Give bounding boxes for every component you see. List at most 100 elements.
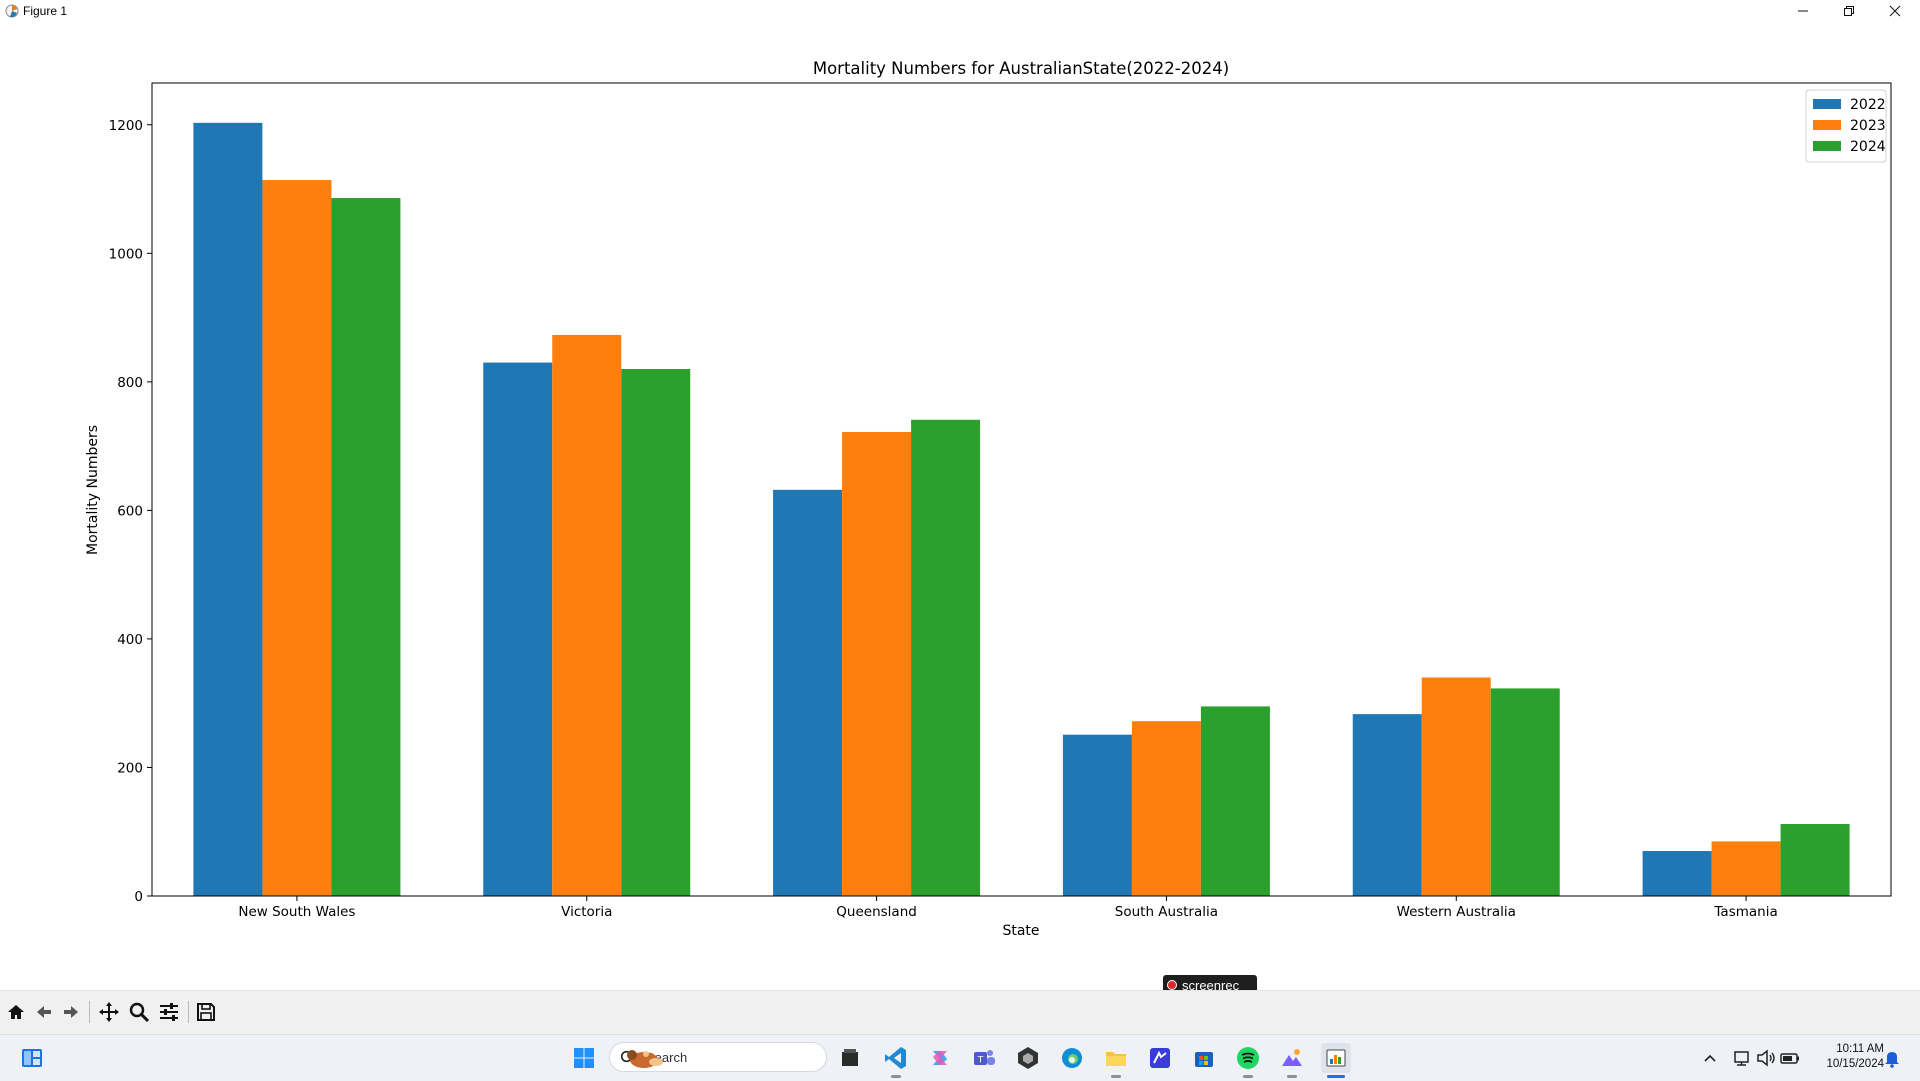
window-titlebar: Figure 1 — [0, 0, 1920, 23]
battery-button[interactable] — [1775, 1043, 1805, 1073]
taskbar-edge[interactable] — [1057, 1043, 1087, 1073]
chevron-up-icon — [1704, 1054, 1716, 1062]
taskbar-copilot[interactable] — [925, 1043, 955, 1073]
windows-start-icon — [574, 1048, 594, 1068]
taskbar-unity[interactable] — [1013, 1043, 1043, 1073]
legend-label-2023: 2023 — [1850, 118, 1886, 134]
y-tick-label: 1200 — [109, 118, 143, 134]
close-icon — [1889, 5, 1901, 17]
bar-2023-new-south-wales — [262, 180, 332, 897]
figure-canvas[interactable]: Mortality Numbers for AustralianState(20… — [0, 22, 1920, 995]
show-hidden-icons-button[interactable] — [1695, 1043, 1725, 1073]
x-tick-label: Queensland — [836, 904, 917, 920]
bar-2023-south-australia — [1131, 721, 1201, 896]
x-tick-label: New South Wales — [238, 904, 355, 920]
home-icon — [8, 1005, 24, 1019]
volume-button[interactable] — [1751, 1043, 1781, 1073]
bar-2024-victoria — [621, 368, 691, 896]
save-button[interactable] — [193, 999, 219, 1025]
legend-swatch-2023 — [1813, 120, 1841, 130]
legend: 2022 2023 2024 — [1805, 89, 1887, 163]
photos-running-indicator — [1287, 1075, 1297, 1078]
toolbar-separator — [89, 1001, 90, 1023]
matplotlib-toolbar — [0, 990, 1920, 1035]
bar-2024-new-south-wales — [331, 198, 401, 896]
forward-button[interactable] — [58, 999, 84, 1025]
taskbar-spotify[interactable] — [1233, 1043, 1263, 1073]
bar-2023-queensland — [842, 431, 912, 896]
bar-2024-south-australia — [1200, 706, 1270, 896]
notifications-button[interactable] — [1877, 1043, 1907, 1073]
bar-2022-western-australia — [1352, 714, 1422, 896]
pan-button[interactable] — [96, 999, 122, 1025]
start-button[interactable] — [569, 1043, 599, 1073]
svg-text:T: T — [977, 1056, 984, 1066]
bar-2022-victoria — [483, 362, 553, 896]
search-highlight-icon — [627, 1050, 663, 1068]
back-icon — [37, 1006, 51, 1018]
configure-subplots-icon — [160, 1003, 178, 1021]
forward-icon — [64, 1006, 78, 1018]
taskbar-visual-studio[interactable] — [1145, 1043, 1175, 1073]
y-tick-label: 400 — [117, 632, 143, 648]
bar-2022-tasmania — [1642, 851, 1712, 896]
widgets-button[interactable] — [17, 1043, 47, 1073]
home-button[interactable] — [3, 999, 29, 1025]
recorder-label: screenrec — [1182, 977, 1240, 993]
taskbar: Search T — [0, 1034, 1920, 1081]
bell-icon — [1885, 1052, 1899, 1068]
taskbar-file-explorer[interactable] — [835, 1043, 865, 1073]
bar-2024-queensland — [911, 419, 981, 896]
bar-2024-tasmania — [1780, 824, 1850, 896]
y-tick-label: 1000 — [109, 246, 143, 262]
python-figure-icon — [1326, 1049, 1346, 1067]
save-icon — [197, 1003, 215, 1021]
network-button[interactable] — [1727, 1043, 1757, 1073]
back-button[interactable] — [31, 999, 57, 1025]
network-icon — [1734, 1051, 1749, 1066]
taskbar-folder[interactable] — [1101, 1043, 1131, 1073]
close-button[interactable] — [1872, 0, 1918, 22]
vscode-icon — [885, 1047, 906, 1069]
record-dot-icon — [1167, 980, 1177, 990]
folder-icon — [1106, 1052, 1126, 1066]
pan-icon — [99, 1002, 119, 1022]
y-tick-label: 0 — [134, 889, 143, 905]
x-tick-label: South Australia — [1115, 904, 1218, 920]
axes-frame — [151, 82, 1892, 897]
bar-2024-western-australia — [1490, 688, 1560, 896]
vscode-running-indicator — [891, 1075, 901, 1078]
photos-icon — [1282, 1049, 1302, 1066]
taskbar-photos[interactable] — [1277, 1043, 1307, 1073]
x-tick-label: Western Australia — [1397, 904, 1516, 920]
configure-subplots-button[interactable] — [156, 999, 182, 1025]
bar-2023-western-australia — [1421, 677, 1491, 896]
zoom-button[interactable] — [126, 999, 152, 1025]
bar-2022-new-south-wales — [193, 122, 263, 897]
matplotlib-app-icon — [5, 4, 19, 18]
bar-2023-tasmania — [1711, 841, 1781, 896]
unity-icon — [1018, 1047, 1038, 1069]
taskbar-vscode[interactable] — [881, 1043, 911, 1073]
clock-time: 10:11 AM — [1836, 1043, 1884, 1055]
y-axis-label: Mortality Numbers — [85, 425, 101, 555]
taskbar-python-figure[interactable] — [1321, 1043, 1351, 1073]
minimize-button[interactable] — [1780, 0, 1826, 22]
bars-layer — [193, 122, 1850, 897]
restore-button[interactable] — [1826, 0, 1872, 22]
x-axis-label: State — [1002, 923, 1039, 939]
legend-swatch-2022 — [1813, 99, 1841, 109]
taskbar-teams[interactable]: T — [969, 1043, 999, 1073]
bar-chart: Mortality Numbers for AustralianState(20… — [85, 59, 1892, 939]
bar-2022-queensland — [773, 489, 843, 896]
edge-icon — [1062, 1048, 1082, 1068]
widgets-icon — [22, 1049, 42, 1067]
minimize-icon — [1798, 10, 1808, 12]
taskbar-store[interactable] — [1189, 1043, 1219, 1073]
taskbar-search-input[interactable]: Search — [609, 1042, 827, 1072]
spotify-running-indicator — [1243, 1075, 1253, 1078]
legend-swatch-2024 — [1813, 141, 1841, 151]
legend-label-2024: 2024 — [1850, 139, 1886, 155]
clock-date: 10/15/2024 — [1826, 1058, 1884, 1070]
taskbar-clock[interactable]: 10:11 AM 10/15/2024 — [1808, 1042, 1884, 1072]
